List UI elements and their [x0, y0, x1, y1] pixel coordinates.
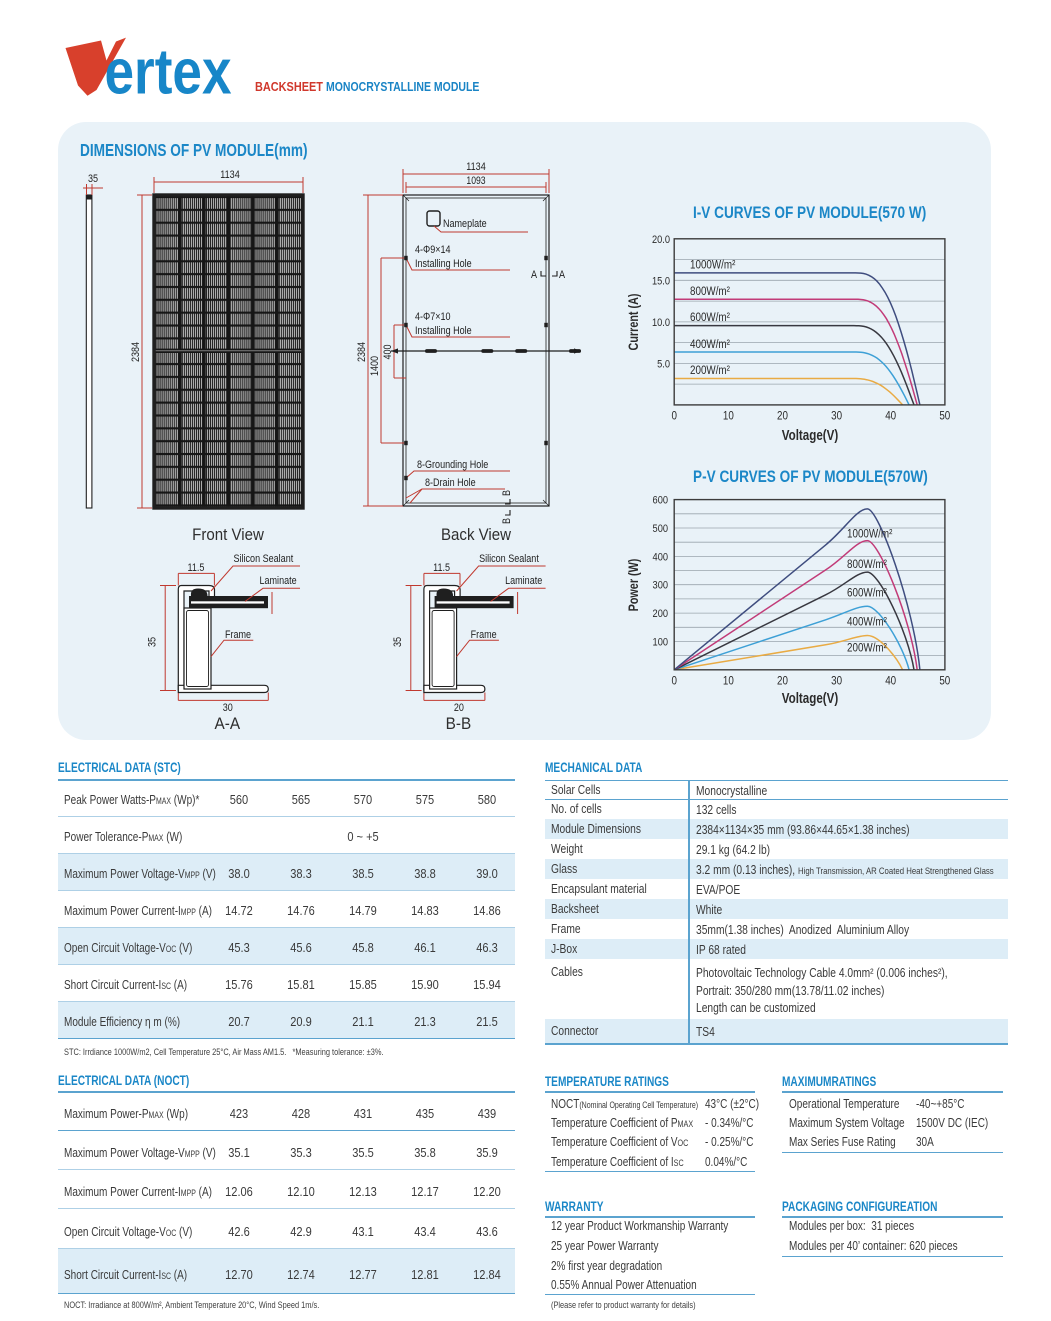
svg-text:Back View: Back View	[441, 527, 512, 545]
svg-text:8-Drain Hole: 8-Drain Hole	[425, 477, 476, 489]
svg-text:800W/m²: 800W/m²	[847, 558, 887, 571]
svg-text:20: 20	[777, 675, 788, 688]
svg-text:200W/m²: 200W/m²	[690, 364, 730, 377]
svg-text:400: 400	[382, 344, 394, 359]
svg-text:11.5: 11.5	[433, 562, 450, 574]
svg-text:10: 10	[723, 675, 734, 688]
svg-text:Frame: Frame	[471, 629, 497, 641]
svg-text:Silicon Sealant: Silicon Sealant	[234, 553, 294, 565]
svg-text:0: 0	[671, 675, 676, 688]
svg-text:10: 10	[723, 410, 734, 423]
svg-text:30: 30	[223, 702, 233, 714]
svg-text:Frame: Frame	[225, 629, 251, 641]
svg-text:8-Grounding Hole: 8-Grounding Hole	[417, 459, 489, 471]
svg-text:600W/m²: 600W/m²	[847, 587, 887, 600]
svg-text:B: B	[501, 490, 513, 496]
svg-text:B: B	[501, 518, 513, 524]
svg-text:1400: 1400	[369, 356, 381, 376]
svg-text:400: 400	[653, 552, 669, 564]
svg-text:35: 35	[147, 637, 159, 647]
svg-text:500: 500	[653, 523, 669, 535]
svg-text:300: 300	[653, 580, 669, 592]
svg-text:100: 100	[653, 637, 669, 649]
svg-text:40: 40	[885, 410, 896, 423]
svg-text:20: 20	[454, 702, 464, 714]
svg-text:600: 600	[653, 495, 669, 507]
svg-text:2384: 2384	[356, 342, 368, 362]
svg-text:Silicon Sealant: Silicon Sealant	[479, 553, 539, 565]
svg-text:1134: 1134	[220, 169, 240, 181]
svg-text:20: 20	[777, 410, 788, 423]
svg-text:Installing Hole: Installing Hole	[415, 325, 472, 337]
svg-text:40: 40	[885, 675, 896, 688]
svg-text:50: 50	[939, 410, 950, 423]
svg-text:1134: 1134	[466, 161, 486, 173]
svg-text:35: 35	[392, 637, 404, 647]
svg-text:30: 30	[831, 675, 842, 688]
svg-text:30: 30	[831, 410, 842, 423]
svg-text:400W/m²: 400W/m²	[690, 338, 730, 351]
svg-text:20.0: 20.0	[652, 234, 670, 246]
svg-text:Power (W): Power (W)	[626, 559, 641, 612]
svg-text:1000W/m²: 1000W/m²	[847, 528, 893, 541]
svg-text:10.0: 10.0	[652, 317, 670, 329]
svg-text:15.0: 15.0	[652, 276, 670, 288]
svg-text:Nameplate: Nameplate	[443, 218, 487, 230]
svg-text:800W/m²: 800W/m²	[690, 285, 730, 298]
svg-text:Installing Hole: Installing Hole	[415, 258, 472, 270]
svg-text:ertex: ertex	[105, 36, 232, 108]
svg-text:200W/m²: 200W/m²	[847, 642, 887, 655]
svg-text:Current (A): Current (A)	[626, 294, 641, 351]
svg-text:A: A	[531, 269, 537, 281]
svg-text:1093: 1093	[466, 175, 485, 187]
svg-text:Voltage(V): Voltage(V)	[782, 427, 838, 444]
svg-text:A-A: A-A	[215, 716, 241, 734]
svg-text:5.0: 5.0	[657, 359, 670, 371]
svg-text:Voltage(V): Voltage(V)	[782, 690, 838, 707]
svg-text:Laminate: Laminate	[505, 575, 542, 587]
svg-text:200: 200	[653, 608, 669, 620]
svg-text:A: A	[559, 269, 565, 281]
svg-text:11.5: 11.5	[188, 562, 205, 574]
svg-text:1000W/m²: 1000W/m²	[690, 259, 736, 272]
svg-text:0: 0	[671, 410, 676, 423]
svg-text:4-Φ7×10: 4-Φ7×10	[415, 311, 451, 323]
svg-text:4-Φ9×14: 4-Φ9×14	[415, 244, 451, 256]
svg-text:2384: 2384	[130, 342, 142, 362]
svg-text:B-B: B-B	[446, 716, 472, 734]
svg-text:50: 50	[939, 675, 950, 688]
svg-text:600W/m²: 600W/m²	[690, 311, 730, 324]
svg-text:Laminate: Laminate	[260, 575, 297, 587]
svg-text:35: 35	[88, 173, 98, 185]
svg-text:Front View: Front View	[192, 527, 264, 545]
svg-text:400W/m²: 400W/m²	[847, 616, 887, 629]
